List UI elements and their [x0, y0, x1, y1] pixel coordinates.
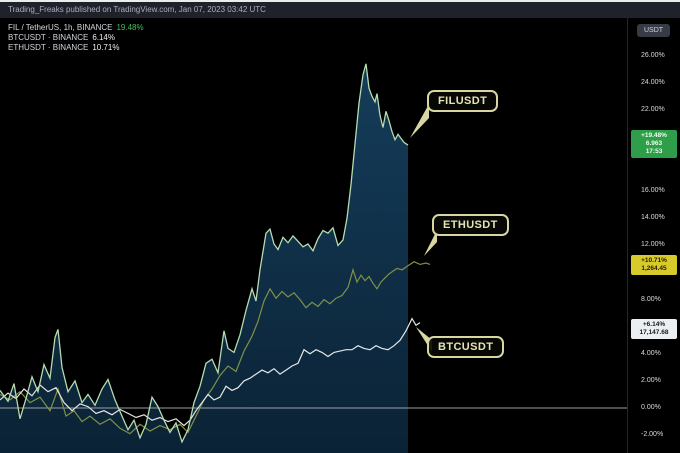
price-tick: 4.00% — [641, 349, 661, 357]
legend-btc-symbol: BTCUSDT · BINANCE — [8, 33, 89, 42]
callout-filusdt[interactable]: FILUSDT — [427, 90, 499, 112]
callout-filusdt-tail — [410, 104, 429, 138]
price-scale[interactable]: USDT 26.00% 24.00% 22.00% 16.00% 14.00% 12.00… — [627, 18, 680, 453]
currency-toggle-button[interactable]: USDT — [637, 24, 671, 37]
legend-item-ethusdt[interactable]: ETHUSDT · BINANCE 10.71% — [8, 43, 144, 53]
btcusdt-line — [0, 317, 421, 427]
fil-area-fill — [0, 63, 408, 453]
legend-main-symbol: FIL / TetherUS, 1h, BINANCE — [8, 23, 113, 32]
price-tick: 0.00% — [641, 404, 661, 411]
callout-ethusdt-tail — [424, 230, 437, 256]
symbol-legend: FIL / TetherUS, 1h, BINANCE 19.48% BTCUSD… — [8, 23, 144, 53]
price-tick: 22.00% — [641, 105, 665, 113]
callout-ethusdt[interactable]: ETHUSDT — [432, 214, 509, 236]
price-tick: 2.00% — [641, 376, 661, 384]
filusdt-line — [0, 63, 409, 444]
callout-btcusdt[interactable]: BTCUSDT — [427, 336, 505, 358]
price-badge-eth: +10.71% 1,264.45 — [631, 255, 677, 276]
price-tick: 12.00% — [641, 241, 665, 249]
legend-eth-value: 10.71% — [92, 43, 120, 52]
price-tick: 16.00% — [641, 187, 665, 195]
ethusdt-line — [0, 261, 431, 435]
callout-btcusdt-label: BTCUSDT — [438, 341, 494, 353]
legend-eth-symbol: ETHUSDT · BINANCE — [8, 43, 89, 52]
price-badge-btc: +6.14% 17,147.68 — [631, 318, 677, 339]
legend-item-filusdt[interactable]: FIL / TetherUS, 1h, BINANCE 19.48% — [8, 23, 144, 33]
price-tick: -2.00% — [641, 431, 664, 439]
price-badge-fil: +19.48% 6.963 17:53 — [631, 130, 677, 159]
callout-filusdt-label: FILUSDT — [438, 95, 488, 107]
legend-btc-value: 6.14% — [92, 33, 115, 42]
price-tick: 8.00% — [641, 295, 661, 303]
legend-item-btcusdt[interactable]: BTCUSDT · BINANCE 6.14% — [8, 33, 144, 43]
legend-main-value: 19.48% — [116, 23, 144, 32]
price-tick: 24.00% — [641, 78, 665, 86]
window-top-edge — [0, 0, 680, 2]
publish-attribution-text: Trading_Freaks published on TradingView.… — [8, 5, 266, 14]
price-tick: 14.00% — [641, 214, 665, 222]
publish-attribution-bar: Trading_Freaks published on TradingView.… — [0, 2, 680, 18]
price-tick: 26.00% — [641, 51, 665, 59]
callout-ethusdt-label: ETHUSDT — [443, 219, 498, 231]
